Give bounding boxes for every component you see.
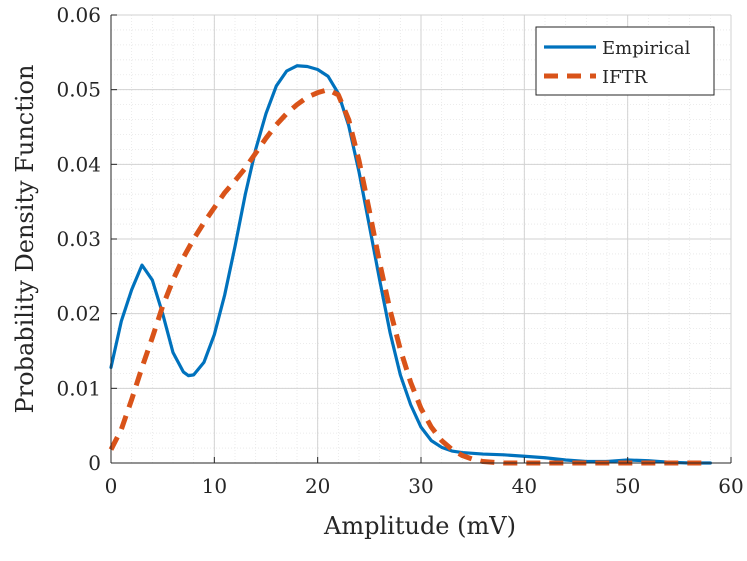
x-tick-label: 0 xyxy=(105,474,118,498)
x-tick-label: 20 xyxy=(305,474,330,498)
y-tick-label: 0.05 xyxy=(56,78,101,102)
y-axis-label: Probability Density Function xyxy=(11,65,39,414)
series-line-iftr xyxy=(108,87,711,466)
x-tick-label: 10 xyxy=(202,474,227,498)
axes-layer: 0 10 20 30 40 50 60 0 0.01 0.02 0.03 0.04 0.05 0.06 xyxy=(56,3,743,498)
legend-label-empirical: Empirical xyxy=(602,38,691,59)
x-tick-label: 40 xyxy=(512,474,537,498)
legend-box xyxy=(535,26,715,96)
y-tick-label: 0 xyxy=(88,451,101,475)
x-axis-label: Amplitude (mV) xyxy=(323,512,516,540)
y-tick-label: 0.04 xyxy=(56,152,101,176)
series-layer xyxy=(108,64,712,466)
legend-label-iftr: IFTR xyxy=(602,67,648,88)
x-tick-label: 30 xyxy=(408,474,433,498)
y-tick-label: 0.01 xyxy=(56,376,101,400)
legend: Empirical IFTR xyxy=(535,26,715,96)
x-tick-label: 60 xyxy=(718,474,743,498)
y-tick-label: 0.06 xyxy=(56,3,101,27)
y-tick-label: 0.02 xyxy=(56,302,101,326)
x-tick-label: 50 xyxy=(615,474,640,498)
series-line-empirical xyxy=(109,64,712,465)
y-tick-label: 0.03 xyxy=(56,227,101,251)
